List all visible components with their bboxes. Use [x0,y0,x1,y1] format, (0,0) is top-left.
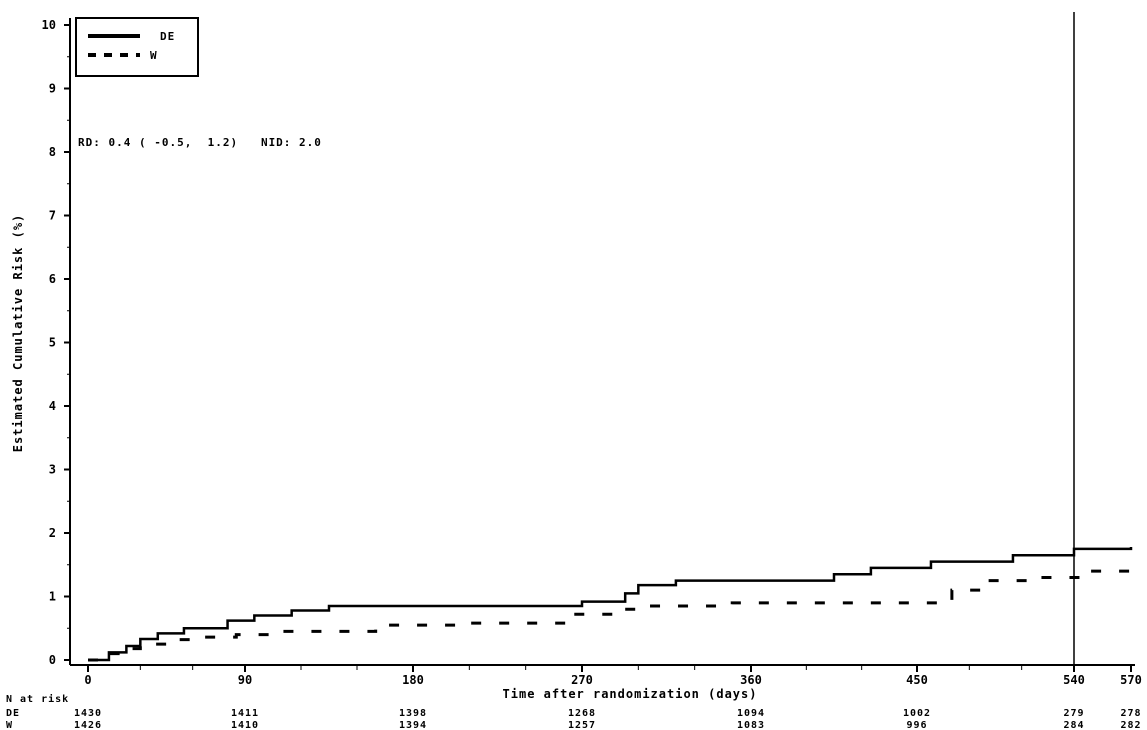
at-risk-value: 1410 [231,720,259,730]
legend-label-w: W [150,49,158,62]
rd-annotation: RD: 0.4 ( -0.5, 1.2) NID: 2.0 [78,136,322,149]
y-tick-label: 4 [49,399,56,413]
at-risk-value: 1411 [231,708,259,719]
legend: DE W [75,17,199,77]
x-tick-label: 0 [84,673,91,687]
x-tick-label: 180 [402,673,424,687]
at-risk-table: N at risk DE W 1430 1411 1398 1268 1094 1002 2… [6,693,1141,730]
at-risk-value: 996 [906,720,927,730]
at-risk-value: 1002 [903,708,931,719]
at-risk-value: 278 [1120,708,1141,719]
y-tick-label: 5 [49,336,56,350]
at-risk-value: 284 [1063,720,1084,730]
at-risk-title: N at risk [6,693,69,705]
y-tick-label: 9 [49,82,56,96]
y-axis-ticks: 0 1 2 3 4 5 6 7 8 9 10 [42,18,70,667]
at-risk-value: 279 [1063,708,1084,719]
at-risk-row-label: W [6,720,13,730]
at-risk-row-label: DE [6,708,20,719]
y-axis-title: Estimated Cumulative Risk (%) [11,214,25,453]
at-risk-value: 1426 [74,720,102,730]
at-risk-value: 1398 [399,708,427,719]
at-risk-value: 1268 [568,708,596,719]
at-risk-value: 282 [1120,720,1141,730]
x-tick-label: 450 [906,673,928,687]
y-tick-label: 8 [49,145,56,159]
x-axis-ticks: 0 90 180 270 360 450 540 570 [84,665,1142,687]
x-tick-label: 540 [1063,673,1085,687]
x-axis-title: Time after randomization (days) [503,687,758,701]
series-line-de [88,546,1133,662]
y-tick-label: 6 [49,272,56,286]
y-tick-label: 10 [42,18,56,32]
y-tick-label: 3 [49,463,56,477]
at-risk-value: 1094 [737,708,765,719]
at-risk-value: 1083 [737,720,765,730]
legend-box [75,17,199,77]
legend-label-de: DE [160,30,175,43]
x-tick-label: 270 [571,673,593,687]
y-tick-label: 0 [49,653,56,667]
series-line-w [88,569,1133,662]
at-risk-value: 1257 [568,720,596,730]
x-tick-label: 90 [238,673,252,687]
y-tick-label: 1 [49,590,56,604]
y-tick-label: 7 [49,209,56,223]
x-tick-label: 360 [740,673,762,687]
at-risk-value: 1430 [74,708,102,719]
x-tick-label: 570 [1120,673,1142,687]
at-risk-value: 1394 [399,720,427,730]
y-tick-label: 2 [49,526,56,540]
